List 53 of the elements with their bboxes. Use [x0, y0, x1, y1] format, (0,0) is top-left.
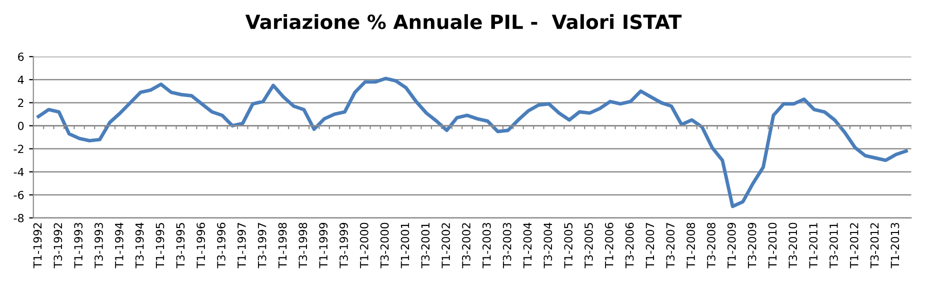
x-tick-label: T3-2007 — [666, 223, 675, 268]
x-tick-label: T1-2012 — [850, 223, 858, 268]
x-tick-label: T3-2012 — [870, 223, 879, 268]
y-tick-label: 4 — [18, 76, 24, 84]
x-tick-label: T1-1999 — [319, 222, 328, 268]
x-tick-label: T1-2008 — [686, 222, 695, 268]
x-tick-label: T3-2009 — [748, 222, 756, 268]
x-tick-label: T3-1994 — [135, 222, 144, 268]
x-tick-label: T1-2004 — [523, 222, 532, 268]
x-tick-label: T3-1993 — [94, 222, 103, 268]
x-tick-label: T1-2009 — [727, 222, 736, 268]
x-tick-label: T1-1996 — [196, 222, 206, 268]
x-tick-label: T1-1994 — [114, 222, 124, 268]
x-tick-label: T1-1993 — [74, 222, 83, 268]
x-tick-label: T3-2010 — [788, 222, 798, 268]
x-tick-label: T3-1998 — [298, 222, 308, 268]
x-tick-label: T1-2006 — [604, 222, 614, 268]
x-tick-label: T3-1996 — [217, 222, 226, 268]
x-tick-label: T1-2001 — [400, 223, 410, 268]
x-tick-label: T3-1992 — [54, 223, 62, 268]
line-series — [36, 76, 908, 208]
x-tick-label: T1-1997 — [237, 223, 246, 268]
y-tick-label: -6 — [14, 190, 24, 200]
x-tick-label: T1-2011 — [809, 223, 818, 268]
x-tick-label: T1-1998 — [278, 222, 287, 268]
chart-title: Variazione % Annuale PIL - Valori ISTAT — [245, 14, 682, 30]
x-tick-label: T3-1999 — [340, 222, 348, 268]
y-tick-label: -8 — [14, 214, 24, 222]
x-tick-label: T1-2007 — [646, 223, 654, 268]
y-tick-label: -4 — [14, 168, 24, 176]
x-tick-label: T3-1997 — [258, 223, 266, 268]
x-tick-label: T1-2000 — [360, 222, 368, 268]
x-tick-label: T3-2005 — [584, 223, 593, 268]
x-tick-label: T1-2013 — [890, 222, 900, 268]
x-tick-label: T1-2005 — [564, 223, 573, 268]
x-tick-label: T1-2002 — [442, 223, 450, 268]
x-tick-label: T3-2006 — [625, 222, 634, 268]
x-tick-label: T1-1995 — [156, 223, 164, 268]
x-tick-label: T1-2003 — [482, 222, 491, 268]
y-tick-label: 2 — [18, 98, 24, 107]
x-tick-label: T3-2003 — [502, 222, 512, 268]
x-tick-label: T3-2001 — [421, 223, 430, 268]
y-tick-label: 6 — [18, 52, 24, 61]
x-tick-label: T3-1995 — [176, 223, 185, 268]
x-tick-label: T1-1992 — [33, 223, 42, 268]
x-tick-label: T1-2010 — [768, 222, 777, 268]
x-tick-label: T3-2000 — [380, 222, 389, 268]
y-tick-label: 0 — [18, 122, 24, 130]
x-tick-label: T3-2002 — [462, 223, 470, 268]
x-tick-label: T3-2008 — [707, 222, 716, 268]
x-tick-label: T3-2011 — [830, 223, 838, 268]
y-tick-label: -2 — [14, 144, 24, 153]
x-tick-label: T3-2004 — [544, 222, 552, 268]
